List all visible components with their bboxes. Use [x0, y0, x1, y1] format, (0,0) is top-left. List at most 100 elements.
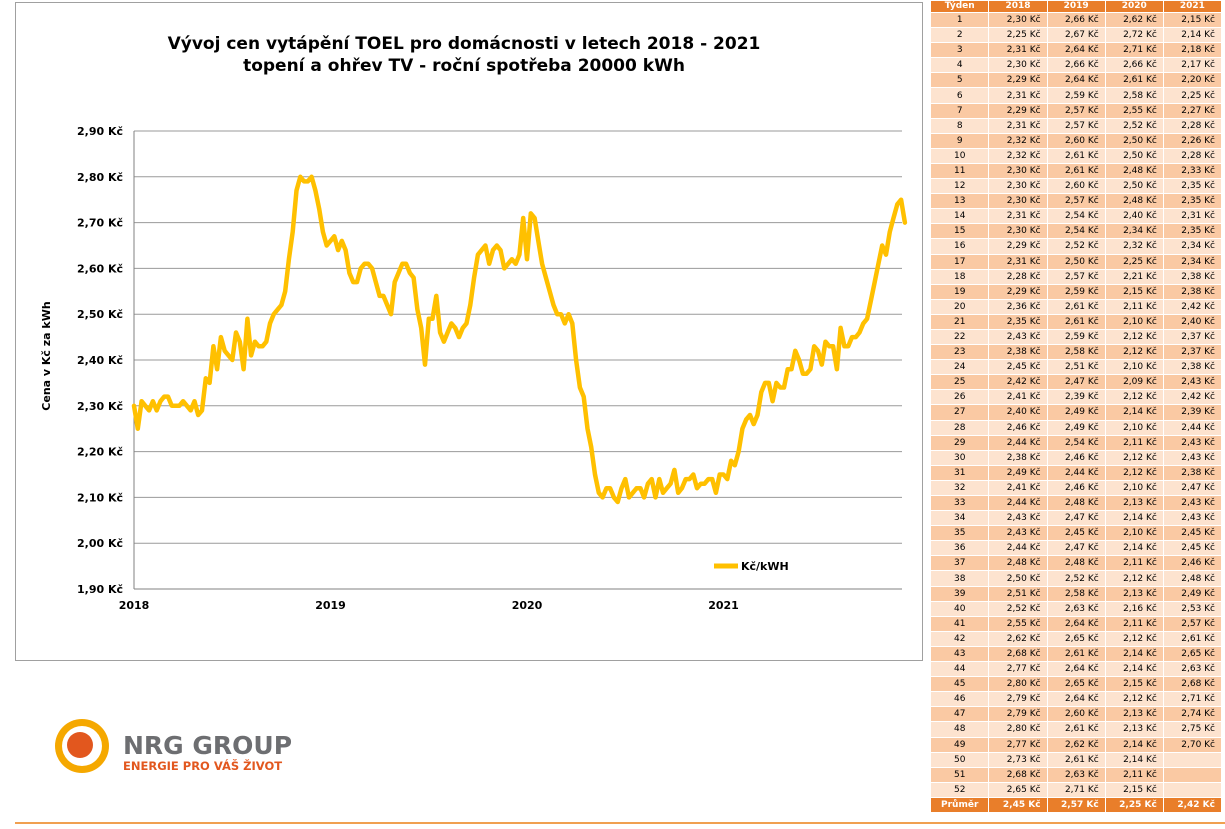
- price-cell: 2,25 Kč: [1104, 253, 1164, 270]
- table-row: 25 2,42 Kč 2,47 Kč 2,09 Kč 2,43 Kč: [929, 374, 1223, 391]
- price-cell: 2,32 Kč: [1104, 238, 1164, 255]
- price-cell: 2,13 Kč: [1104, 494, 1164, 512]
- week-cell: 47: [929, 706, 990, 723]
- price-cell: 2,14 Kč: [1104, 645, 1164, 663]
- price-cell: 2,34 Kč: [1104, 223, 1164, 240]
- price-cell: 2,52 Kč: [988, 600, 1048, 617]
- price-cell: 2,64 Kč: [1046, 72, 1106, 89]
- price-cell: 2,30 Kč: [988, 11, 1048, 29]
- logo-wordmark: NRG GROUP: [123, 731, 292, 760]
- price-cell: 2,12 Kč: [1104, 328, 1164, 346]
- table-row: 18 2,28 Kč 2,57 Kč 2,21 Kč 2,38 Kč: [929, 268, 1223, 285]
- price-cell: 2,62 Kč: [1104, 11, 1164, 29]
- price-cell: 2,09 Kč: [1104, 374, 1164, 391]
- table-row: 9 2,32 Kč 2,60 Kč 2,50 Kč 2,26 Kč: [929, 132, 1223, 149]
- price-cell: 2,58 Kč: [1046, 585, 1106, 602]
- y-tick-label: 2,90 Kč: [77, 125, 123, 138]
- price-cell: 2,47 Kč: [1046, 374, 1106, 391]
- price-cell: 2,43 Kč: [1162, 449, 1223, 466]
- series-line-kc-kwh: [131, 174, 908, 505]
- price-cell: 2,44 Kč: [1046, 464, 1106, 481]
- week-cell: 8: [929, 117, 990, 134]
- table-row: 51 2,68 Kč 2,63 Kč 2,11 Kč: [929, 766, 1223, 783]
- price-cell: 2,57 Kč: [1162, 615, 1223, 632]
- table-row: 28 2,46 Kč 2,49 Kč 2,10 Kč 2,44 Kč: [929, 419, 1223, 436]
- price-cell: 2,14 Kč: [1104, 661, 1164, 678]
- price-cell: 2,71 Kč: [1104, 42, 1164, 59]
- price-cell: 2,11 Kč: [1104, 766, 1164, 783]
- price-cell: 2,61 Kč: [1046, 162, 1106, 180]
- week-cell: 6: [929, 87, 990, 104]
- week-cell: 12: [929, 178, 990, 195]
- price-cell: 2,61 Kč: [1162, 630, 1223, 647]
- price-cell: 2,49 Kč: [988, 464, 1048, 481]
- table-row: 35 2,43 Kč 2,45 Kč 2,10 Kč 2,45 Kč: [929, 525, 1223, 542]
- price-cell: 2,12 Kč: [1104, 389, 1164, 406]
- price-cell: 2,30 Kč: [988, 223, 1048, 240]
- price-cell: 2,59 Kč: [1046, 87, 1106, 104]
- weekly-price-table: Týden 2018 2019 2020 2021 1 2,30 Kč 2,66 K…: [929, 0, 1223, 813]
- price-cell: 2,47 Kč: [1046, 510, 1106, 527]
- y-tick-label: 2,60 Kč: [77, 262, 123, 275]
- price-cell: 2,15 Kč: [1162, 11, 1223, 29]
- average-cell: 2,25 Kč: [1104, 796, 1164, 813]
- price-cell: 2,31 Kč: [988, 117, 1048, 134]
- price-cell: 2,43 Kč: [1162, 510, 1223, 527]
- price-cell: 2,72 Kč: [1104, 27, 1164, 44]
- week-cell: 37: [929, 555, 990, 572]
- price-cell: 2,30 Kč: [988, 162, 1048, 180]
- price-cell: 2,42 Kč: [1162, 389, 1223, 406]
- table-row: 31 2,49 Kč 2,44 Kč 2,12 Kč 2,38 Kč: [929, 464, 1223, 481]
- price-cell: 2,29 Kč: [988, 72, 1048, 89]
- price-cell: 2,15 Kč: [1104, 676, 1164, 693]
- price-cell: 2,46 Kč: [1162, 555, 1223, 572]
- price-cell: [1162, 751, 1223, 768]
- y-tick-label: 2,40 Kč: [77, 354, 123, 367]
- y-tick-label: 2,70 Kč: [77, 217, 123, 230]
- week-cell: 13: [929, 193, 990, 210]
- week-cell: 28: [929, 419, 990, 436]
- week-cell: 40: [929, 600, 990, 617]
- week-cell: 7: [929, 102, 990, 119]
- week-cell: 34: [929, 510, 990, 527]
- price-cell: 2,54 Kč: [1046, 223, 1106, 240]
- price-cell: 2,61 Kč: [1046, 721, 1106, 738]
- week-cell: 14: [929, 208, 990, 225]
- price-cell: 2,15 Kč: [1104, 781, 1164, 798]
- price-cell: 2,11 Kč: [1104, 434, 1164, 451]
- table-row: 21 2,35 Kč 2,61 Kč 2,10 Kč 2,40 Kč: [929, 313, 1223, 330]
- table-row: 7 2,29 Kč 2,57 Kč 2,55 Kč 2,27 Kč: [929, 102, 1223, 119]
- week-cell: 33: [929, 494, 990, 512]
- x-tick-label: 2019: [315, 599, 346, 612]
- price-cell: 2,71 Kč: [1162, 691, 1223, 708]
- price-cell: 2,60 Kč: [1046, 706, 1106, 723]
- chart-area: Vývoj cen vytápění TOEL pro domácnosti v…: [15, 2, 923, 661]
- price-cell: 2,45 Kč: [1046, 525, 1106, 542]
- price-cell: 2,55 Kč: [988, 615, 1048, 632]
- table-row: 46 2,79 Kč 2,64 Kč 2,12 Kč 2,71 Kč: [929, 691, 1223, 708]
- header-2019: 2019: [1046, 0, 1106, 13]
- table-row: 50 2,73 Kč 2,61 Kč 2,14 Kč: [929, 751, 1223, 768]
- price-cell: 2,50 Kč: [1104, 147, 1164, 164]
- price-cell: 2,34 Kč: [1162, 238, 1223, 255]
- table-row: 43 2,68 Kč 2,61 Kč 2,14 Kč 2,65 Kč: [929, 645, 1223, 663]
- price-cell: 2,45 Kč: [1162, 540, 1223, 557]
- price-cell: 2,70 Kč: [1162, 736, 1223, 753]
- price-cell: 2,12 Kč: [1104, 570, 1164, 587]
- y-axis-label: Cena v Kč za kWh: [40, 301, 53, 410]
- price-cell: 2,31 Kč: [988, 42, 1048, 59]
- y-tick-label: 2,10 Kč: [77, 491, 123, 504]
- price-cell: 2,36 Kč: [988, 298, 1048, 315]
- price-cell: 2,57 Kč: [1046, 193, 1106, 210]
- price-cell: 2,37 Kč: [1162, 344, 1223, 361]
- price-cell: 2,46 Kč: [1046, 449, 1106, 466]
- week-cell: 2: [929, 27, 990, 44]
- legend: Kč/kWH: [714, 560, 789, 573]
- price-cell: 2,61 Kč: [1104, 72, 1164, 89]
- table-row: 3 2,31 Kč 2,64 Kč 2,71 Kč 2,18 Kč: [929, 42, 1223, 59]
- table-row: 40 2,52 Kč 2,63 Kč 2,16 Kč 2,53 Kč: [929, 600, 1223, 617]
- price-cell: 2,44 Kč: [1162, 419, 1223, 436]
- price-cell: 2,38 Kč: [1162, 283, 1223, 300]
- price-cell: 2,74 Kč: [1162, 706, 1223, 723]
- price-cell: 2,34 Kč: [1162, 253, 1223, 270]
